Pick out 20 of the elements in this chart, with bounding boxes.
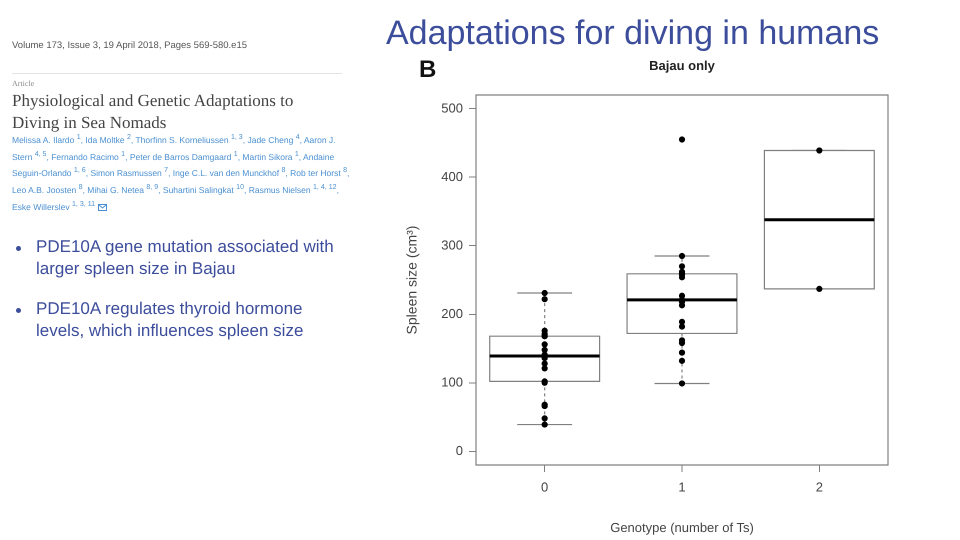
text: Melissa A. Ilardo $^{1}$, Ida Moltke $^{2}$, Thorfinn S. Korneliussen $^{1, 3}$, Jade Cheng $^{4}$, Aaron J. Stern $^{4, 5}$, Fernando Racimo $^{1}$, Peter de Barros Damgaard $^{1}$, Martin Sikora $^{1}$, Andaine Seguin-Orlando $^{1, 6}$, Simon Rasmussen $^{7}$, Inge C.L. van den Munckhof $^{8}$, Rob ter Horst $^{8}$, Leo A.B. Joosten $^{8}$, Mihai G. Netea $^{8, 9}$, Suhartini Salingkat $^{10}$, Rasmus Nielsen $^{1, 4, 12}$, Eske Willerslev $^{1, 3, 11}$ [12, 133, 350, 212]
y-tick-label: 300 [441, 237, 463, 252]
y-axis-title: Spleen size (cm³) [403, 226, 420, 334]
x-tick-label: 2 [816, 479, 823, 494]
text: Physiological and Genetic Adaptations to Diving in Sea Nomads [12, 91, 294, 132]
y-tick-label: 400 [441, 168, 463, 184]
text: Volume 173, Issue 3, 19 April 2018, Pages 569-580.e15 [12, 40, 248, 51]
text: PDE10A gene mutation associated with larger spleen size in Bajau [36, 237, 334, 278]
text: B [419, 56, 436, 83]
chart-title: Bajau only [648, 58, 716, 73]
y-tick-label: 500 [441, 100, 463, 116]
y-tick-label: 100 [441, 374, 463, 390]
x-tick-label: 0 [541, 479, 548, 494]
x-axis-title: Genotype (number of Ts) [610, 520, 754, 535]
x-tick-label: 1 [678, 479, 686, 494]
text: Adaptations for diving in humans [386, 14, 880, 52]
y-tick-label: 0 [456, 442, 463, 458]
y-tick-label: 200 [441, 306, 463, 321]
text: Article [12, 79, 34, 88]
text: PDE10A regulates thyroid hormone levels, which influences spleen size [36, 299, 304, 340]
